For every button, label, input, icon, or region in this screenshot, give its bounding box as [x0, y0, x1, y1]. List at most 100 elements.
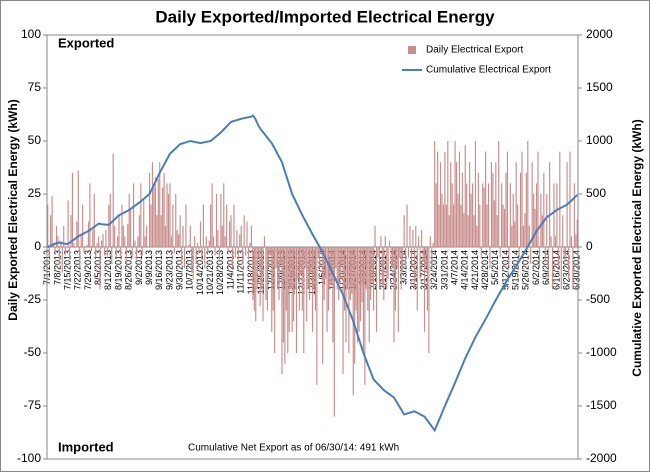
bar: [227, 247, 229, 252]
x-tick-label: 10/21/2013: [205, 250, 215, 295]
bar: [138, 215, 140, 247]
bar: [409, 225, 411, 247]
bar: [493, 200, 495, 247]
bar: [73, 242, 75, 247]
y-tick-label: -50: [24, 345, 42, 359]
bar: [418, 236, 420, 247]
x-tick-label: 12/30/2013: [307, 250, 317, 295]
bar: [390, 247, 392, 264]
bar: [434, 141, 436, 247]
bar: [451, 183, 453, 247]
bar: [471, 183, 474, 247]
bar: [487, 183, 490, 247]
bar: [362, 247, 364, 353]
bar: [458, 151, 461, 247]
x-tick-label: 9/23/2013: [164, 250, 174, 290]
bar: [239, 234, 241, 247]
bar: [285, 247, 287, 311]
bar: [323, 247, 325, 300]
x-tick-label: 5/26/2014: [521, 250, 531, 290]
bar: [202, 204, 204, 247]
bar: [125, 247, 127, 264]
line: [47, 114, 578, 433]
bar: [514, 221, 516, 247]
bar: [304, 247, 306, 269]
bar: [407, 247, 410, 258]
y2-tick-label: 1500: [586, 80, 613, 94]
note: Cumulative Net Export as of 06/30/14: 49…: [188, 443, 399, 454]
bar: [342, 247, 344, 375]
bar: [236, 230, 238, 247]
bar: [265, 247, 267, 300]
bar: [425, 247, 427, 269]
bar: [100, 240, 103, 247]
bar: [525, 172, 527, 247]
x-tick-label: 6/30/2014: [572, 250, 582, 290]
bar: [160, 215, 162, 247]
x-tick-label: 1/20/2014: [337, 250, 347, 290]
bar: [570, 236, 573, 247]
bar: [154, 177, 156, 247]
y2-tick-label: 2000: [586, 27, 613, 41]
bar: [99, 247, 101, 290]
bar: [83, 247, 85, 254]
bar: [551, 247, 554, 290]
bar: [300, 247, 302, 275]
bar: [480, 247, 482, 258]
bar: [48, 247, 50, 258]
bar: [230, 215, 232, 247]
bar: [156, 215, 158, 247]
bar: [562, 215, 564, 247]
bar: [89, 183, 91, 247]
y-tick-label: 75: [28, 80, 42, 94]
bar: [547, 247, 549, 279]
bar: [268, 247, 270, 269]
bar: [170, 236, 172, 247]
x-tick-label: 3/17/2014: [419, 250, 429, 290]
bar: [546, 194, 548, 247]
bar: [140, 183, 142, 247]
bar: [121, 204, 123, 247]
bar: [509, 183, 511, 247]
bar: [485, 151, 487, 247]
bar: [242, 247, 244, 264]
bar: [71, 172, 74, 247]
bar: [127, 223, 129, 247]
bar: [454, 141, 456, 247]
bar: [204, 247, 206, 269]
bar: [393, 247, 395, 343]
bar: [244, 247, 247, 256]
x-tick-label: 8/19/2013: [113, 250, 123, 290]
bar: [429, 236, 431, 247]
bar: [375, 247, 378, 332]
bar: [575, 234, 577, 247]
bar: [367, 247, 369, 311]
x-tick-label: 12/16/2013: [287, 250, 297, 295]
bar: [90, 247, 92, 252]
bar: [262, 247, 264, 322]
bar: [419, 247, 421, 279]
bar: [114, 225, 116, 247]
bar: [240, 225, 242, 247]
x-tick-label: 6/16/2014: [551, 250, 561, 290]
bar: [431, 247, 433, 269]
plot-frame: [46, 34, 579, 460]
bar: [93, 194, 95, 247]
bar: [348, 247, 350, 353]
bar: [432, 242, 434, 247]
bar: [167, 194, 170, 247]
bar: [198, 247, 200, 254]
bar: [266, 247, 268, 311]
bar: [279, 247, 282, 264]
bar: [499, 247, 501, 258]
bar: [51, 196, 53, 247]
bar: [153, 187, 155, 247]
bar: [288, 247, 290, 332]
bar: [298, 247, 300, 311]
bar: [519, 172, 522, 247]
bar: [567, 247, 570, 279]
bar: [351, 247, 353, 294]
x-tick-label: 1/27/2014: [348, 250, 358, 290]
bar: [194, 236, 196, 247]
x-tick-label: 5/5/2014: [490, 250, 500, 285]
